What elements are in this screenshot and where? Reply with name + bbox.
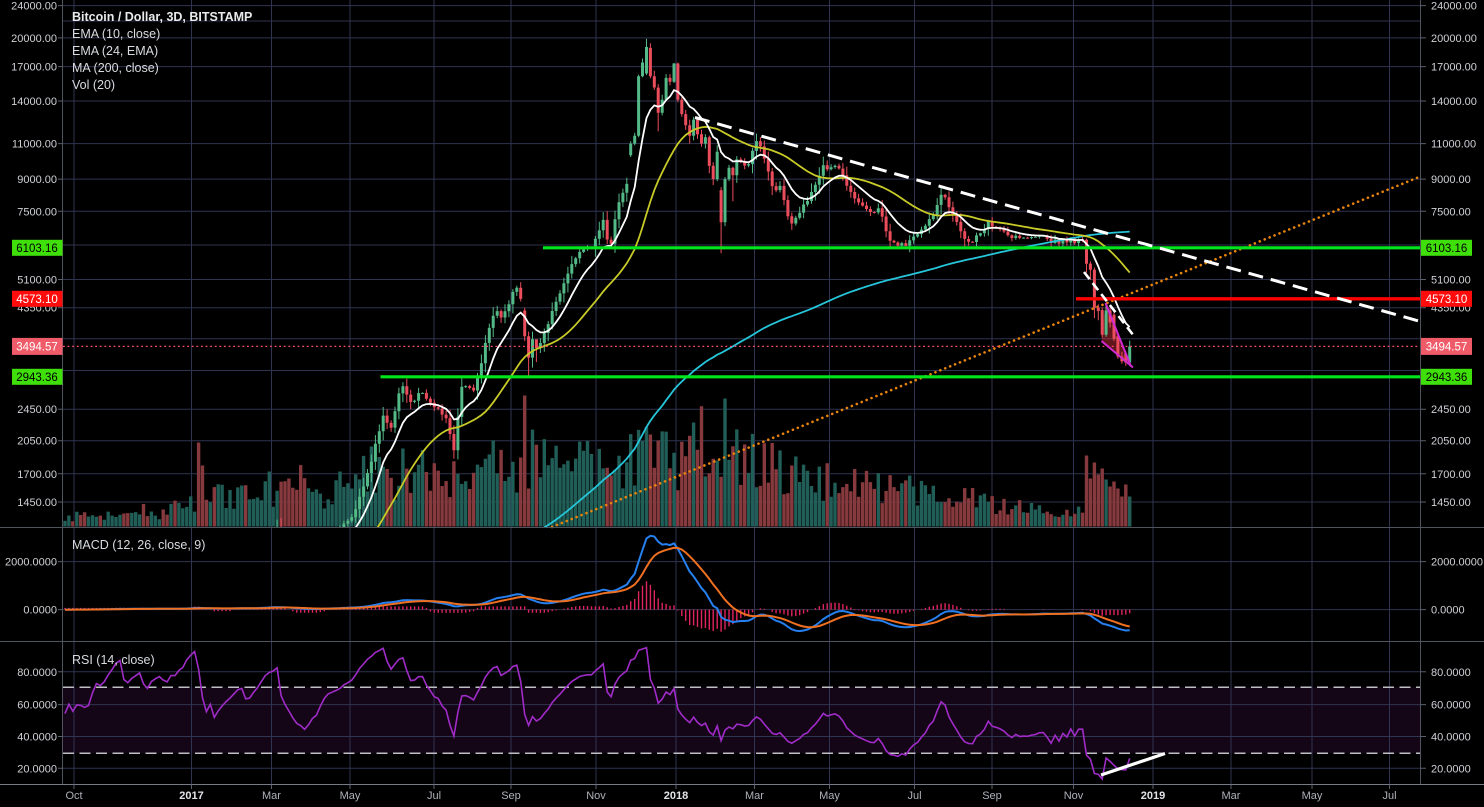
svg-text:0.0000: 0.0000	[23, 605, 57, 617]
svg-text:40.0000: 40.0000	[1431, 732, 1471, 744]
svg-text:5100.00: 5100.00	[17, 275, 57, 287]
svg-text:May: May	[819, 790, 840, 802]
svg-text:May: May	[340, 790, 361, 802]
svg-text:11000.00: 11000.00	[1431, 139, 1476, 151]
svg-text:2050.00: 2050.00	[17, 436, 57, 448]
svg-text:7500.00: 7500.00	[1431, 206, 1471, 218]
svg-text:EMA (10, close): EMA (10, close)	[72, 27, 160, 41]
svg-text:EMA (24, EMA): EMA (24, EMA)	[72, 44, 158, 58]
svg-text:20000.00: 20000.00	[1431, 33, 1477, 45]
svg-text:1700.00: 1700.00	[1431, 469, 1471, 481]
svg-text:0.0000: 0.0000	[1431, 605, 1465, 617]
svg-text:Bitcoin / Dollar, 3D, BITSTAMP: Bitcoin / Dollar, 3D, BITSTAMP	[72, 10, 252, 24]
svg-text:1450.00: 1450.00	[1431, 497, 1471, 509]
svg-text:3494.57: 3494.57	[16, 341, 58, 353]
svg-text:17000.00: 17000.00	[11, 62, 57, 74]
svg-text:14000.00: 14000.00	[11, 96, 57, 108]
svg-text:5100.00: 5100.00	[1431, 275, 1471, 287]
svg-text:6103.16: 6103.16	[1426, 243, 1468, 255]
svg-text:80.0000: 80.0000	[1431, 667, 1471, 679]
svg-text:20000.00: 20000.00	[11, 33, 57, 45]
svg-text:Nov: Nov	[1064, 790, 1084, 802]
svg-text:Nov: Nov	[586, 790, 606, 802]
svg-text:MA (200, close): MA (200, close)	[72, 61, 159, 75]
svg-text:RSI (14, close): RSI (14, close)	[72, 653, 155, 667]
svg-text:Jul: Jul	[427, 790, 441, 802]
svg-text:20.0000: 20.0000	[1431, 763, 1471, 775]
svg-text:11000.00: 11000.00	[12, 139, 57, 151]
svg-text:2450.00: 2450.00	[1431, 404, 1471, 416]
svg-text:24000.00: 24000.00	[11, 1, 57, 13]
svg-text:Vol (20): Vol (20)	[72, 78, 115, 92]
svg-text:1700.00: 1700.00	[17, 469, 57, 481]
svg-text:2018: 2018	[664, 790, 688, 802]
svg-text:14000.00: 14000.00	[1431, 96, 1477, 108]
svg-text:24000.00: 24000.00	[1431, 1, 1477, 13]
svg-text:80.0000: 80.0000	[17, 667, 57, 679]
svg-text:1450.00: 1450.00	[17, 497, 57, 509]
svg-text:Mar: Mar	[1222, 790, 1241, 802]
svg-text:4573.10: 4573.10	[16, 294, 58, 306]
svg-text:6103.16: 6103.16	[16, 243, 58, 255]
svg-text:Sep: Sep	[501, 790, 521, 802]
svg-text:MACD (12, 26, close, 9): MACD (12, 26, close, 9)	[72, 538, 205, 552]
svg-text:2019: 2019	[1141, 790, 1165, 802]
svg-text:2450.00: 2450.00	[17, 404, 57, 416]
svg-text:2943.36: 2943.36	[1426, 372, 1468, 384]
svg-text:Sep: Sep	[982, 790, 1002, 802]
svg-text:60.0000: 60.0000	[1431, 700, 1471, 712]
svg-text:3494.57: 3494.57	[1426, 341, 1468, 353]
svg-text:2000.0000: 2000.0000	[1431, 557, 1483, 569]
svg-text:Mar: Mar	[745, 790, 764, 802]
svg-text:Mar: Mar	[262, 790, 281, 802]
svg-text:Jul: Jul	[907, 790, 921, 802]
svg-text:9000.00: 9000.00	[1431, 174, 1471, 186]
svg-text:4573.10: 4573.10	[1426, 294, 1468, 306]
svg-text:2943.36: 2943.36	[16, 372, 58, 384]
svg-text:60.0000: 60.0000	[17, 700, 57, 712]
svg-text:2000.0000: 2000.0000	[5, 557, 57, 569]
svg-text:May: May	[1302, 790, 1323, 802]
svg-text:2017: 2017	[179, 790, 203, 802]
svg-text:Oct: Oct	[65, 790, 82, 802]
svg-text:40.0000: 40.0000	[17, 732, 57, 744]
svg-text:20.0000: 20.0000	[17, 763, 57, 775]
svg-text:Jul: Jul	[1382, 790, 1396, 802]
svg-text:7500.00: 7500.00	[17, 206, 57, 218]
svg-text:2050.00: 2050.00	[1431, 436, 1471, 448]
svg-text:17000.00: 17000.00	[1431, 62, 1477, 74]
svg-text:9000.00: 9000.00	[17, 174, 57, 186]
